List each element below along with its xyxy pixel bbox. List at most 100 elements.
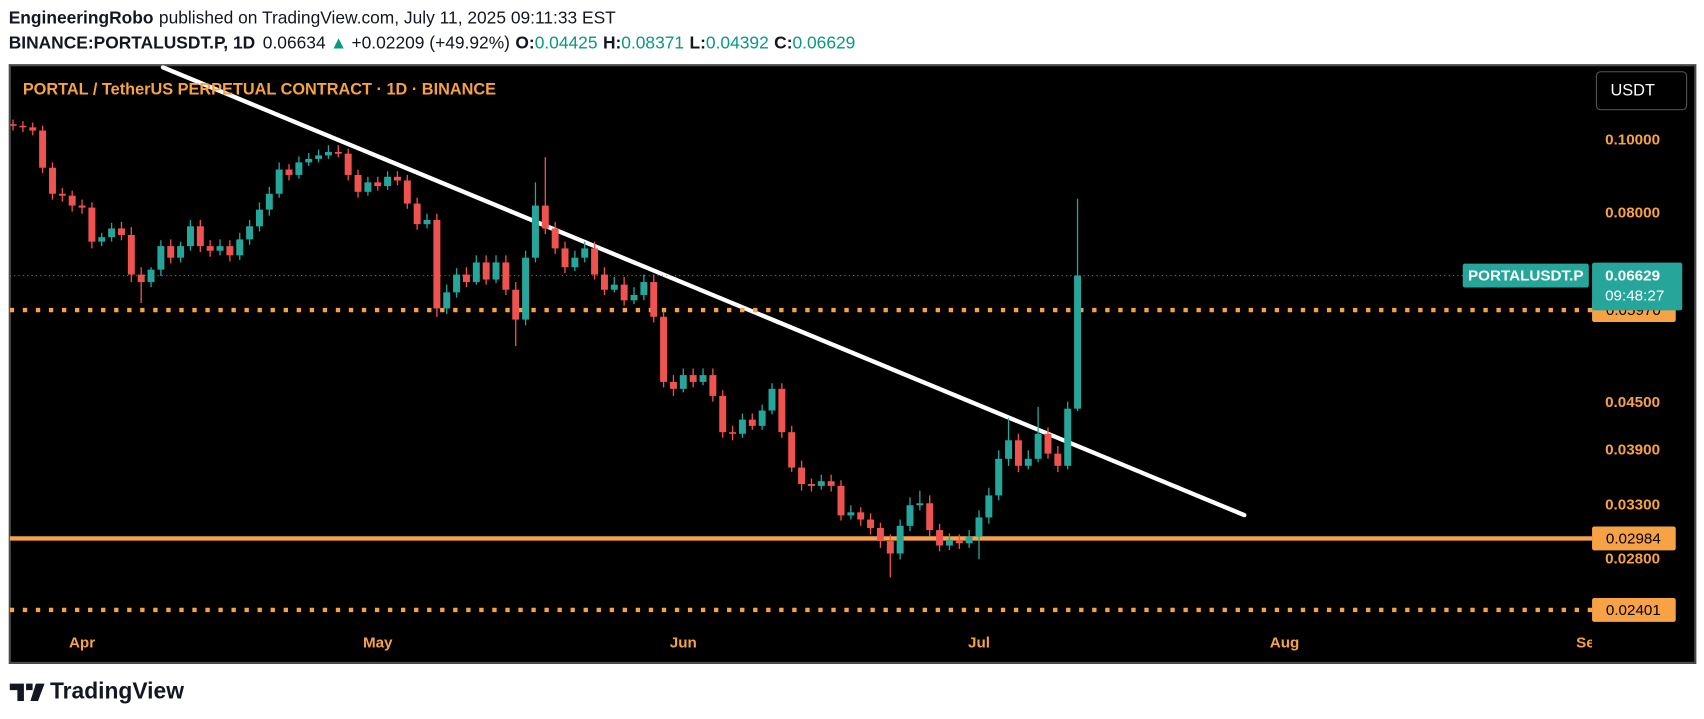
- trendline: [160, 65, 1247, 518]
- candle-body: [29, 127, 37, 131]
- candle-body: [186, 226, 194, 247]
- candle-body: [137, 274, 145, 283]
- candle-body: [600, 274, 608, 290]
- candle-body: [1005, 440, 1013, 459]
- x-tick-label: Jun: [670, 634, 697, 651]
- change: +0.02209 (+49.92%): [352, 32, 510, 52]
- last-price-label: 0.06629: [1605, 268, 1660, 285]
- symbol-tag: PORTALUSDT.P: [1468, 268, 1583, 285]
- candle-body: [1054, 453, 1062, 466]
- candle-body: [758, 410, 766, 426]
- candle-body: [482, 262, 490, 280]
- x-tick-label: Sep: [1576, 634, 1604, 651]
- candle-body: [39, 130, 47, 168]
- candle-body: [384, 176, 392, 187]
- candle-body: [403, 180, 411, 204]
- candle-body: [453, 274, 461, 293]
- symbol-tag-box: [1462, 263, 1589, 288]
- candle-body: [551, 228, 559, 249]
- currency-box[interactable]: [1595, 71, 1688, 111]
- candle-body: [886, 541, 894, 554]
- level-label: 0.02984: [1606, 530, 1662, 547]
- candle-body: [354, 174, 362, 192]
- candle-body: [492, 262, 500, 280]
- candle-body: [433, 219, 441, 309]
- candle-body: [334, 151, 342, 154]
- candle-body: [1044, 433, 1052, 454]
- candle-body: [78, 205, 86, 208]
- brand[interactable]: TradingView: [50, 677, 184, 703]
- candle-body: [157, 246, 165, 270]
- level-label: 0.02401: [1606, 602, 1661, 619]
- candle-body: [965, 536, 973, 544]
- candle-body: [995, 458, 1003, 496]
- candle-body: [906, 505, 914, 526]
- l-value: 0.04392: [706, 32, 769, 52]
- candle-body: [699, 375, 707, 382]
- candle-body: [581, 248, 589, 258]
- candle-body: [462, 274, 470, 283]
- candle-body: [127, 234, 135, 275]
- candle-body: [857, 512, 865, 520]
- y-tick-label: 0.03900: [1605, 441, 1660, 458]
- candle-body: [867, 519, 875, 528]
- o-value: 0.04425: [535, 32, 598, 52]
- candle-body: [709, 375, 717, 396]
- candle-body: [807, 484, 815, 486]
- candle-body: [285, 169, 293, 175]
- candle-body: [926, 503, 934, 531]
- c-value: 0.06629: [793, 32, 856, 52]
- candle-body: [255, 209, 263, 227]
- price-axis: 0.100000.080000.059000.045000.039000.033…: [1462, 131, 1683, 622]
- candle-body: [324, 151, 332, 156]
- last-price-box: [1592, 262, 1683, 311]
- candle-body: [117, 228, 125, 235]
- x-tick-label: Jul: [968, 634, 990, 651]
- price: 0.06634: [263, 32, 326, 52]
- level-label-box: [1592, 526, 1676, 551]
- candle-body: [1024, 458, 1032, 466]
- currency-text[interactable]: USDT: [1611, 82, 1655, 100]
- candle-body: [522, 257, 530, 320]
- candle-body: [945, 539, 953, 546]
- candle-body: [748, 419, 756, 426]
- currency-button[interactable]: USDT: [1595, 71, 1688, 111]
- candle-body: [679, 375, 687, 389]
- published: published on TradingView.com, July 11, 2…: [159, 7, 616, 27]
- candle-body: [738, 419, 746, 434]
- candle-body: [1034, 433, 1042, 459]
- candle-body: [9, 124, 17, 126]
- candle-body: [413, 203, 421, 225]
- candle-body: [246, 226, 254, 240]
- candle-body: [177, 246, 185, 258]
- chart-pane: [8, 64, 1697, 665]
- l-label: L:: [690, 32, 706, 52]
- publish-line: EngineeringRobo published on TradingView.…: [9, 7, 616, 27]
- candle-body: [936, 530, 944, 546]
- o-label: O:: [515, 32, 534, 52]
- footer-logo[interactable]: TradingView: [9, 677, 184, 703]
- candle-body: [837, 485, 845, 516]
- candle-body: [847, 512, 855, 516]
- h-label: H:: [603, 32, 621, 52]
- candle-body: [364, 182, 372, 192]
- plot-area: Apr May Jun Jul Aug Sep: [9, 65, 1604, 651]
- x-tick-label: May: [363, 634, 393, 651]
- candle-body: [147, 269, 155, 283]
- candle-body: [660, 316, 668, 382]
- candle-body: [48, 167, 56, 194]
- symbol: BINANCE:PORTALUSDT.P, 1D: [9, 32, 256, 52]
- candle-body: [985, 495, 993, 518]
- quote-line: BINANCE:PORTALUSDT.P, 1D 0.06634 ▲ +0.02209…: [9, 32, 856, 52]
- candle-body: [778, 388, 786, 433]
- candle-body: [108, 228, 116, 238]
- level-label-box: [1592, 598, 1676, 622]
- candle-body: [167, 246, 175, 258]
- c-label: C:: [774, 32, 792, 52]
- candle-body: [472, 262, 480, 283]
- candle-body: [541, 205, 549, 229]
- x-tick-label: Apr: [69, 634, 95, 651]
- logo-icon[interactable]: [9, 683, 45, 701]
- y-tick-label: 0.08000: [1605, 205, 1660, 222]
